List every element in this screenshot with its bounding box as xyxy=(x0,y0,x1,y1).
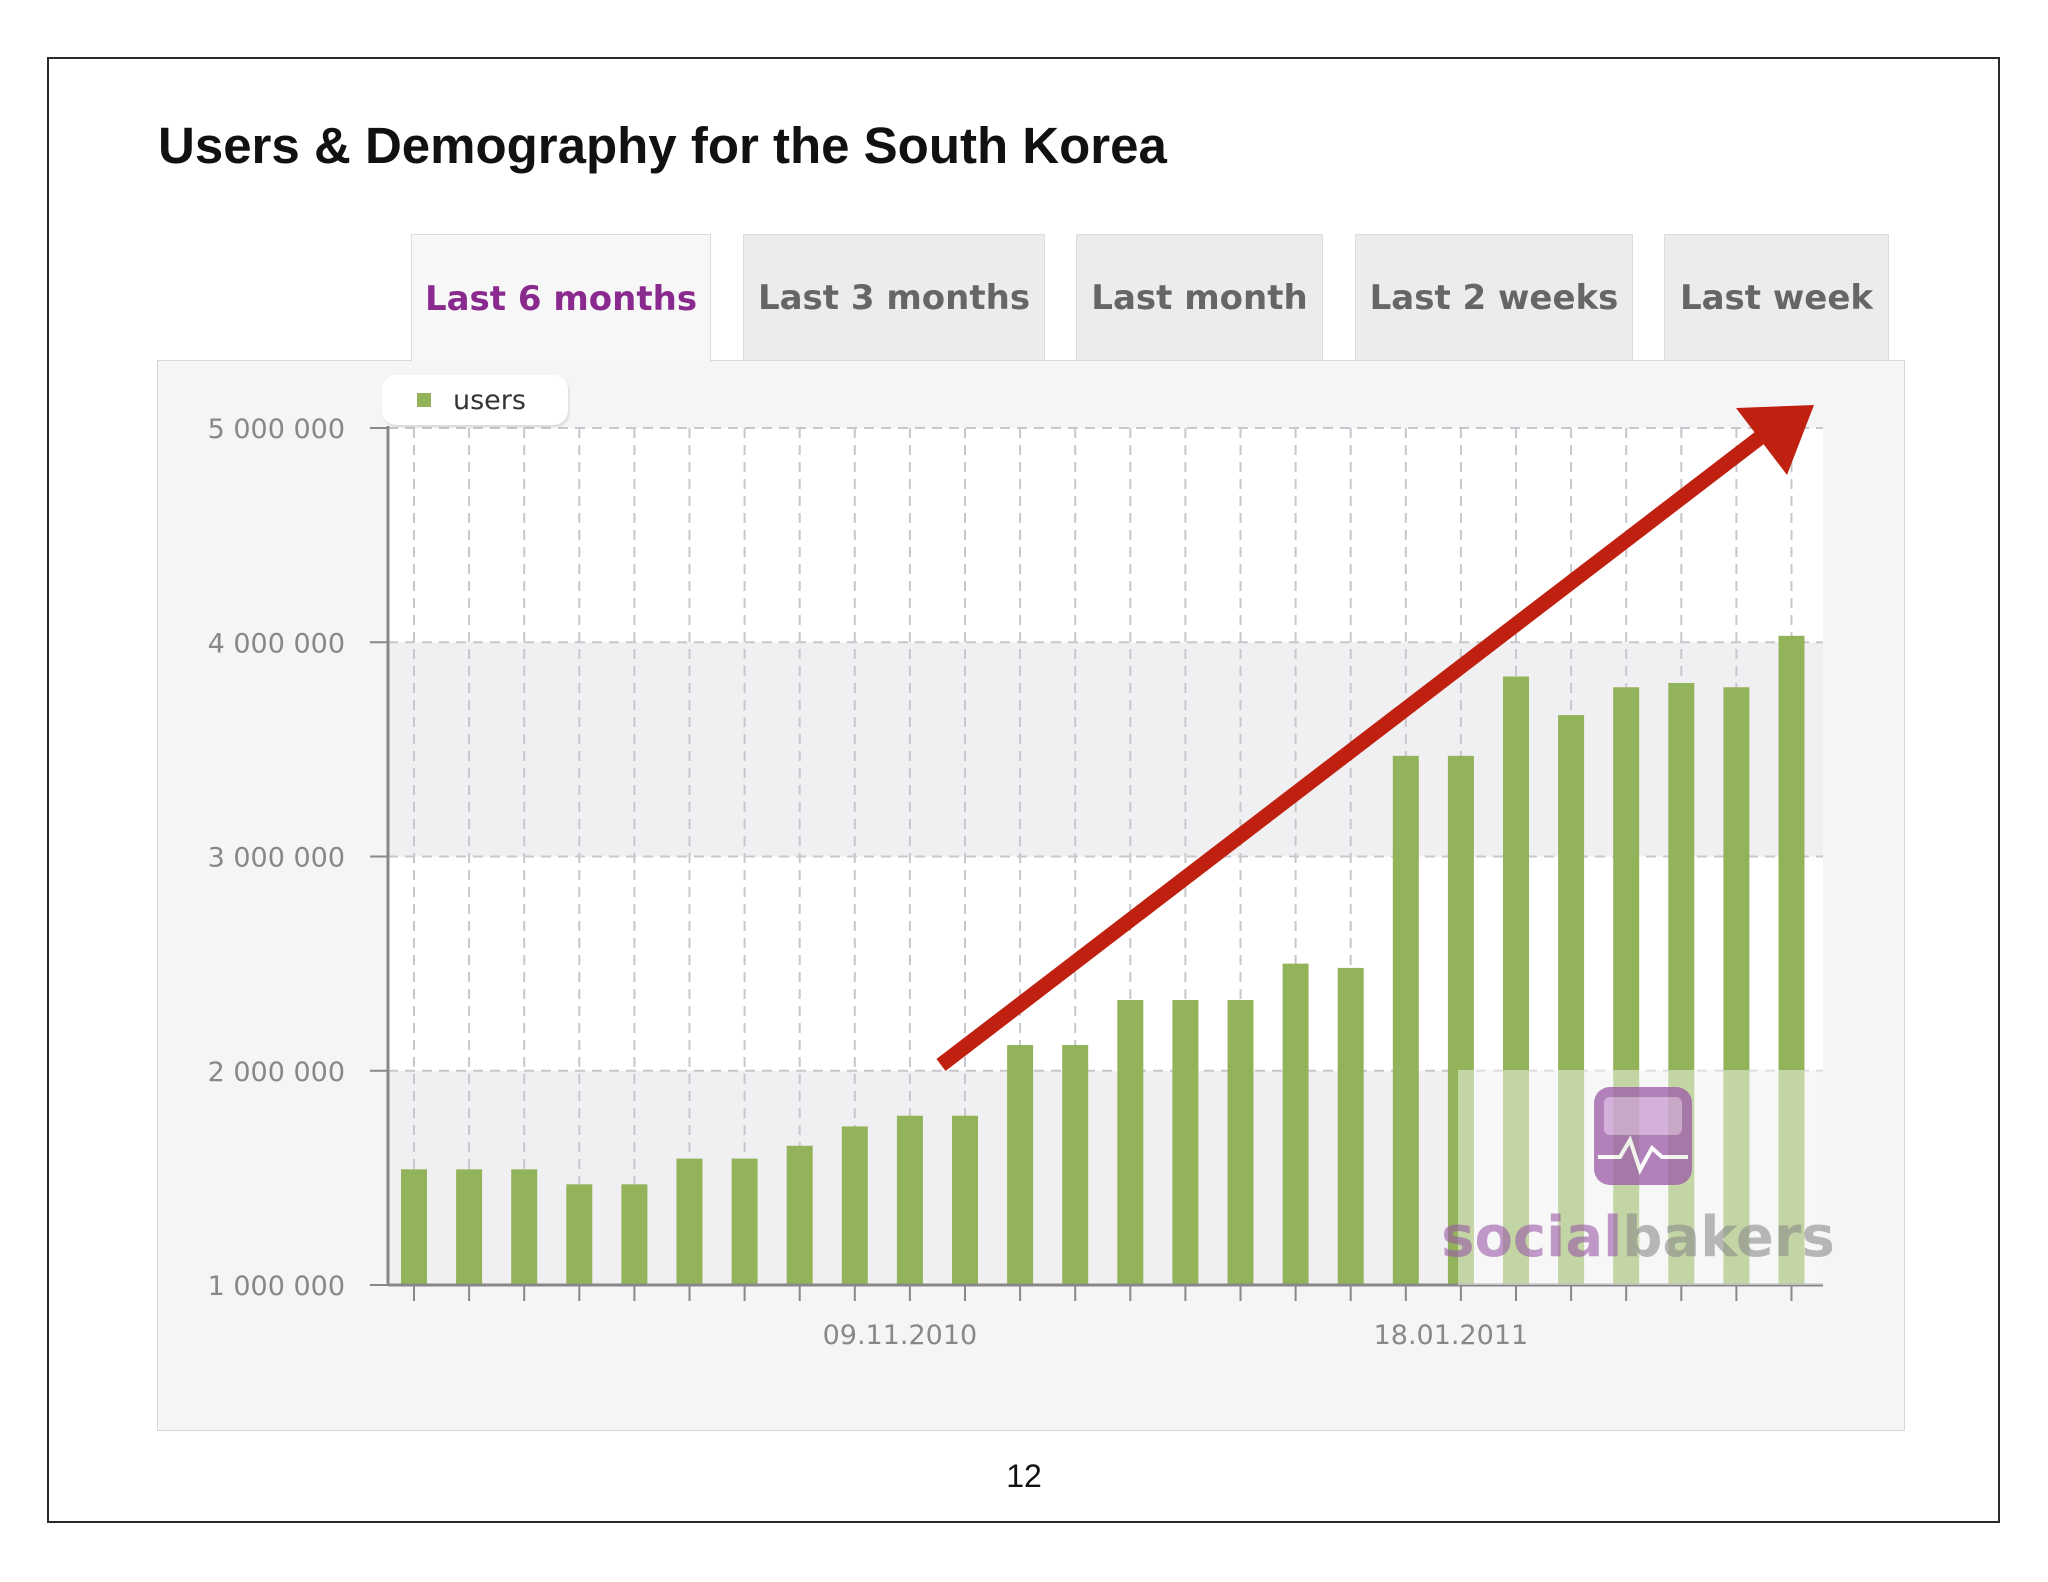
x-tick-label: 09.11.2010 xyxy=(823,1320,978,1351)
y-tick-label: 2 000 000 xyxy=(208,1057,345,1088)
bar-users xyxy=(731,1158,758,1285)
bar-users xyxy=(676,1158,703,1285)
legend-label-users: users xyxy=(453,384,526,416)
y-tick-label: 1 000 000 xyxy=(208,1271,345,1302)
bar-users xyxy=(1172,1000,1199,1285)
tab-last-6-months[interactable]: Last 6 months xyxy=(411,234,711,362)
bar-users xyxy=(786,1145,813,1285)
bar-users xyxy=(1447,755,1474,1285)
bar-users xyxy=(1723,687,1750,1285)
bar-users xyxy=(1392,755,1419,1285)
y-tick-label: 4 000 000 xyxy=(208,628,345,659)
bar-users xyxy=(1778,635,1805,1285)
bar-users xyxy=(1007,1045,1034,1285)
bar-users xyxy=(1282,963,1309,1285)
bar-users xyxy=(1062,1045,1089,1285)
trend-arrow-head xyxy=(1736,405,1814,475)
tab-last-2-weeks[interactable]: Last 2 weeks xyxy=(1355,234,1633,360)
trend-arrow-shaft xyxy=(936,430,1767,1071)
slide-title: Users & Demography for the South Korea xyxy=(158,117,1167,174)
y-tick-label: 5 000 000 xyxy=(208,414,345,445)
watermark-logo-text: socialbakers xyxy=(1441,1205,1835,1270)
bar-users xyxy=(1613,687,1640,1285)
bar-users xyxy=(1503,676,1529,1285)
bar-users xyxy=(566,1184,593,1285)
page-number: 12 xyxy=(1006,1458,1042,1494)
x-tick-label: 18.01.2011 xyxy=(1374,1320,1529,1351)
tab-last-3-months[interactable]: Last 3 months xyxy=(743,234,1045,360)
bar-users xyxy=(511,1169,538,1285)
bar-users xyxy=(456,1169,483,1285)
socialbakers-heartbeat-icon xyxy=(1594,1087,1692,1185)
y-tick-label: 3 000 000 xyxy=(208,843,345,874)
bar-users xyxy=(896,1115,923,1285)
bar-users xyxy=(1227,1000,1254,1285)
bar-users xyxy=(621,1184,648,1285)
tab-last-month[interactable]: Last month xyxy=(1076,234,1323,360)
bar-users xyxy=(1337,967,1364,1285)
bar-users xyxy=(1558,715,1585,1285)
bar-users xyxy=(952,1115,978,1285)
bar-users xyxy=(1117,1000,1144,1285)
bar-users xyxy=(401,1169,427,1285)
legend-swatch-users xyxy=(417,393,431,407)
bar-users xyxy=(841,1126,868,1285)
tab-last-week[interactable]: Last week xyxy=(1664,234,1889,360)
chart-legend[interactable]: users xyxy=(382,375,568,425)
plot-band xyxy=(388,642,1823,857)
